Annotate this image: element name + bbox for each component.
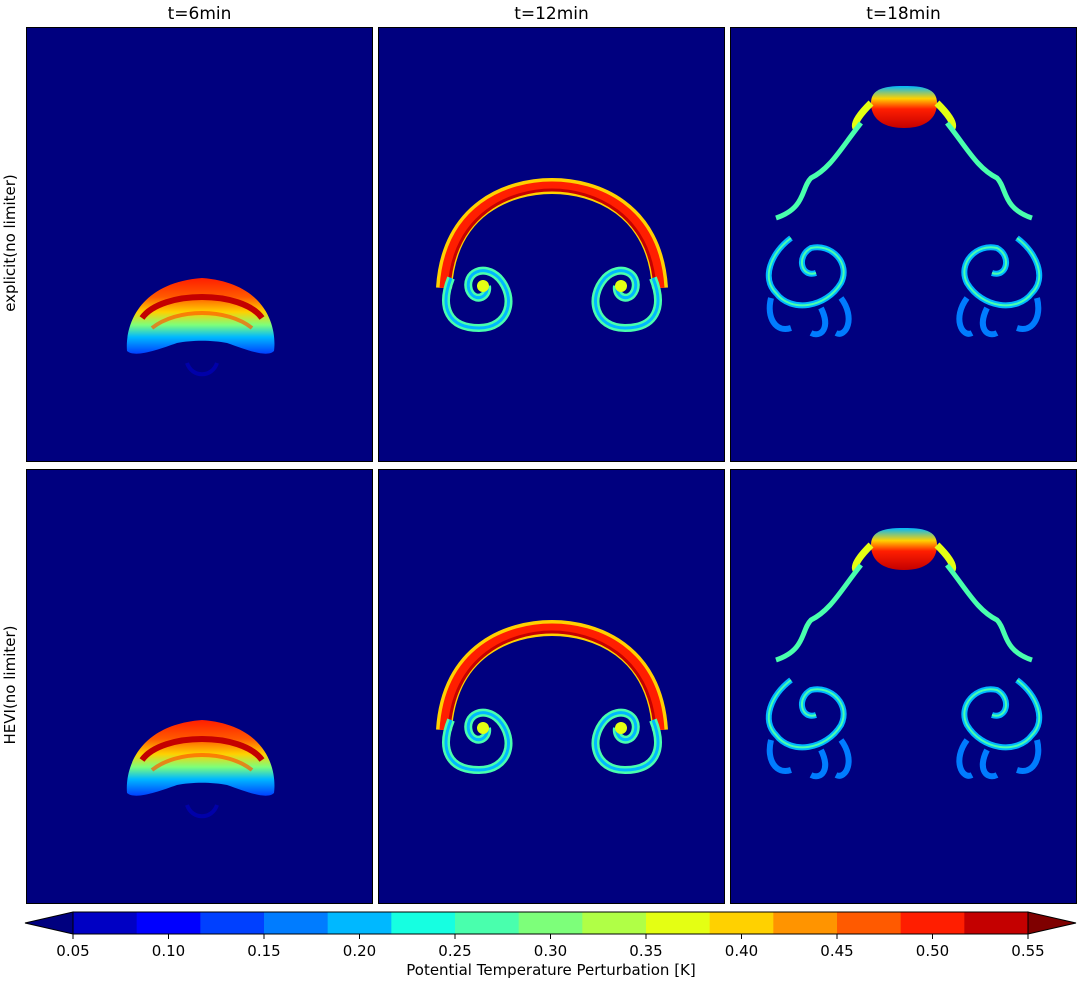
- colorbar-tick-label: 0.55: [1011, 942, 1044, 960]
- column-title-t12: t=12min: [514, 4, 589, 24]
- colorbar-tick-label: 0.40: [725, 942, 758, 960]
- colorbar-level-12: [837, 912, 902, 934]
- panel-hevi-t12: [378, 469, 725, 904]
- colorbar-level-5: [391, 912, 456, 934]
- colorbar-tick-label: 0.35: [629, 942, 662, 960]
- thermal-bubble: [126, 278, 275, 354]
- colorbar-tick-label: 0.15: [247, 942, 280, 960]
- colorbar-tick-label: 0.45: [820, 942, 853, 960]
- colorbar-tick-label: 0.25: [438, 942, 471, 960]
- panel-explicit-t12: [378, 27, 725, 462]
- colorbar-tick-label: 0.30: [534, 942, 567, 960]
- colorbar-tick-label: 0.50: [916, 942, 949, 960]
- colorbar-level-13: [900, 912, 965, 934]
- panel-explicit-t18: [730, 27, 1077, 462]
- column-title-t6: t=6min: [167, 4, 232, 24]
- colorbar-level-0: [73, 912, 138, 934]
- column-title-t18: t=18min: [866, 4, 941, 24]
- colorbar-tick-label: 0.10: [152, 942, 185, 960]
- colorbar-tick-label: 0.05: [56, 942, 89, 960]
- colorbar-level-3: [264, 912, 329, 934]
- colorbar-level-8: [582, 912, 647, 934]
- colorbar-level-7: [518, 912, 583, 934]
- colorbar-level-4: [327, 912, 392, 934]
- colorbar-level-1: [136, 912, 201, 934]
- colorbar-tick-label: 0.20: [343, 942, 376, 960]
- colorbar-label: Potential Temperature Perturbation [K]: [406, 961, 695, 979]
- colorbar-level-6: [455, 912, 520, 934]
- colorbar: 0.05 0.10 0.15 0.20 0.25 0.30 0.35 0.40 0.45 0.50…: [24, 911, 1077, 979]
- colorbar-level-2: [200, 912, 265, 934]
- colorbar-level-11: [773, 912, 838, 934]
- colorbar-extend-high: [1027, 911, 1077, 935]
- plume-stem-left: [775, 121, 863, 221]
- row-label-hevi: HEVI(no limiter): [1, 625, 19, 745]
- row-label-explicit: explicit(no limiter): [1, 174, 19, 312]
- panel-hevi-t18: [730, 469, 1077, 904]
- plume-cap: [871, 86, 937, 128]
- colorbar-level-10: [709, 912, 774, 934]
- panel-explicit-t6: [26, 27, 373, 462]
- colorbar-extend-low: [24, 911, 74, 935]
- colorbar-level-9: [646, 912, 711, 934]
- panel-hevi-t6: [26, 469, 373, 904]
- colorbar-level-14: [964, 912, 1029, 934]
